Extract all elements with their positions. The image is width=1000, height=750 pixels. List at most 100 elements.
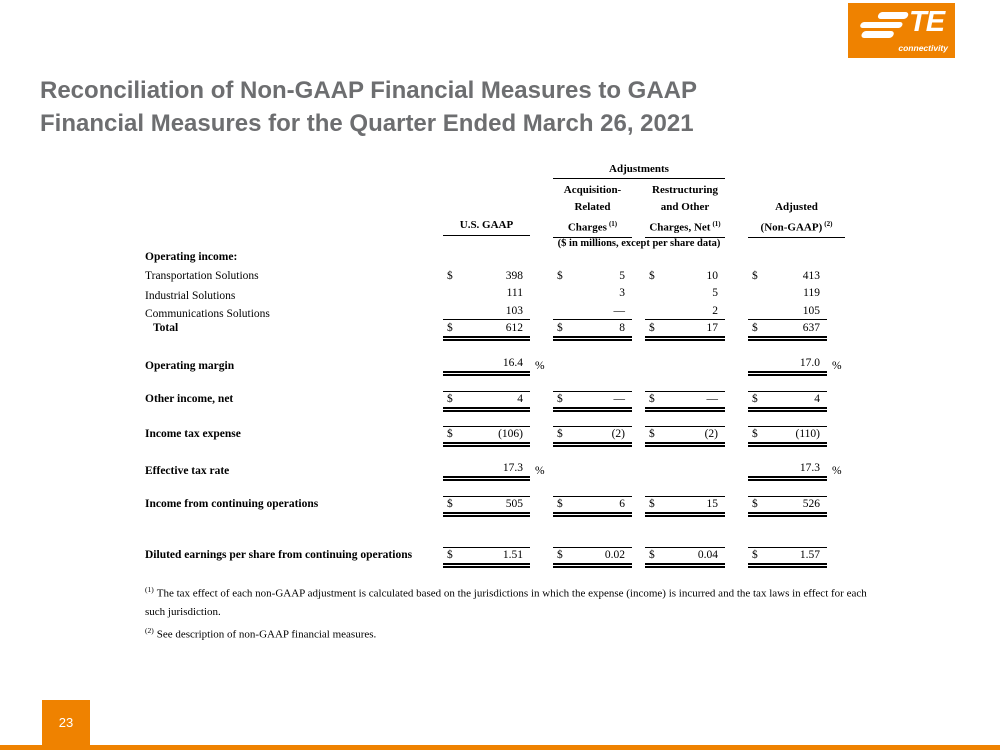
- te-logo-mark-icon: [856, 12, 910, 41]
- table-row: Operating margin 16.4% 17.0%: [145, 356, 845, 376]
- value-cell: [645, 366, 725, 369]
- table-row: Income from continuing operations $505 $6 $…: [145, 496, 845, 517]
- cell-value: 17: [706, 322, 719, 334]
- cell-value: 4: [517, 393, 523, 405]
- cell-value: 612: [505, 322, 523, 334]
- cell-value: 505: [505, 498, 523, 510]
- value-cell: $ —: [645, 391, 725, 412]
- value-cell: $ —: [553, 391, 632, 412]
- dollar-sign: $: [649, 549, 655, 561]
- table-row: Industrial Solutions 111 3 5 119: [145, 286, 845, 304]
- table-row: Total $612 $8 $17 $637: [145, 321, 845, 341]
- cell-value: —: [613, 304, 626, 317]
- cell-value: 1.57: [799, 549, 820, 561]
- dollar-sign: $: [649, 269, 655, 282]
- table-body: Operating income: Transportation Solution…: [145, 251, 845, 568]
- footnote-2: (2) See description of non-GAAP financial…: [145, 625, 377, 641]
- col-header-restructuring-charges: Restructuring and Other Charges, Net (1): [645, 182, 725, 238]
- value-cell: 17.3: [443, 461, 530, 481]
- value-cell: 17.0: [748, 356, 827, 376]
- cell-value: 398: [505, 269, 523, 282]
- page-number: 23: [58, 715, 74, 730]
- value-cell: [645, 471, 725, 474]
- cell-value: 15: [706, 498, 719, 510]
- footnote-ref-1: (1): [608, 220, 618, 228]
- cell-value: 637: [802, 322, 820, 334]
- dollar-sign: $: [447, 322, 453, 334]
- table-row: Income tax expense $ (106) $ (2) $ (2) $ (110): [145, 426, 845, 447]
- cell-value: 0.04: [697, 549, 718, 561]
- footnote-ref-2: (2): [824, 220, 833, 228]
- cell-value: 111: [506, 287, 523, 299]
- value-cell: [443, 257, 530, 260]
- row-label: Other income, net: [145, 393, 234, 405]
- table-row: Effective tax rate 17.3% 17.3%: [145, 461, 845, 481]
- dollar-sign: $: [752, 428, 758, 440]
- row-label: Industrial Solutions: [145, 290, 236, 302]
- units-note: ($ in millions, except per share data): [557, 238, 721, 249]
- col-header-adjusted-non-gaap: Adjusted (Non-GAAP) (2): [748, 199, 845, 238]
- cell-value: 2: [712, 304, 718, 317]
- value-cell: 3: [553, 286, 632, 301]
- row-label: Total: [153, 322, 179, 334]
- cell-value: 3: [619, 287, 625, 299]
- value-cell: $413: [748, 269, 827, 284]
- cell-value: 10: [706, 269, 719, 282]
- value-cell: $0.02: [553, 547, 632, 568]
- dollar-sign: $: [447, 269, 453, 282]
- cell-value: 5: [619, 269, 625, 282]
- adjustments-spanner: Adjustments: [553, 163, 725, 179]
- footnote-ref-1: (1): [712, 220, 721, 228]
- value-cell: 103: [443, 304, 530, 320]
- cell-value: 17.3: [502, 462, 523, 474]
- value-cell: $17: [645, 321, 725, 341]
- dollar-sign: $: [557, 498, 563, 510]
- dollar-sign: $: [557, 393, 563, 405]
- dollar-sign: $: [752, 269, 758, 282]
- cell-value: 6: [619, 498, 625, 510]
- cell-value: 8: [619, 322, 625, 334]
- te-connectivity-logo: TE connectivity: [848, 3, 955, 58]
- dollar-sign: $: [649, 498, 655, 510]
- cell-value: 17.3: [799, 462, 820, 474]
- dollar-sign: $: [447, 549, 453, 561]
- value-cell: 2: [645, 304, 725, 320]
- value-cell: 111: [443, 286, 530, 301]
- value-cell: $8: [553, 321, 632, 341]
- row-label: Operating margin: [145, 360, 235, 372]
- value-cell: $15: [645, 496, 725, 517]
- value-cell: $4: [748, 391, 827, 412]
- value-cell: [645, 257, 725, 260]
- value-cell: $ (110): [748, 426, 827, 447]
- table-row: Transportation Solutions $398 $5 $10 $413: [145, 269, 845, 287]
- dollar-sign: $: [447, 428, 453, 440]
- slide-title: Reconciliation of Non-GAAP Financial Mea…: [40, 77, 697, 137]
- table-row: Diluted earnings per share from continui…: [145, 547, 845, 568]
- cell-value: (110): [795, 428, 820, 440]
- value-cell: [553, 257, 632, 260]
- table-row: Operating income:: [145, 251, 845, 269]
- dollar-sign: $: [752, 393, 758, 405]
- percent-cell: %: [832, 360, 842, 372]
- footnotes: (1) The tax effect of each non-GAAP adjus…: [145, 581, 869, 644]
- value-cell: $0.04: [645, 547, 725, 568]
- cell-value: 16.4: [502, 357, 523, 369]
- cell-value: 413: [802, 269, 820, 282]
- value-cell: $526: [748, 496, 827, 517]
- cell-value: 5: [712, 287, 718, 299]
- dollar-sign: $: [557, 322, 563, 334]
- row-label: Income tax expense: [145, 428, 241, 440]
- percent-cell: %: [535, 465, 545, 477]
- value-cell: $10: [645, 269, 725, 284]
- cell-value: 105: [802, 304, 820, 317]
- value-cell: $6: [553, 496, 632, 517]
- table-row: Communications Solutions 103 — 2 105: [145, 304, 845, 322]
- table-row: Other income, net $4 $ — $ — $4: [145, 391, 845, 412]
- value-cell: —: [553, 304, 632, 320]
- cell-value: —: [706, 393, 719, 405]
- logo-te-text: TE: [909, 6, 945, 38]
- cell-value: —: [613, 393, 626, 405]
- footnote-1: (1) The tax effect of each non-GAAP adjus…: [145, 585, 867, 618]
- row-label: Effective tax rate: [145, 465, 230, 477]
